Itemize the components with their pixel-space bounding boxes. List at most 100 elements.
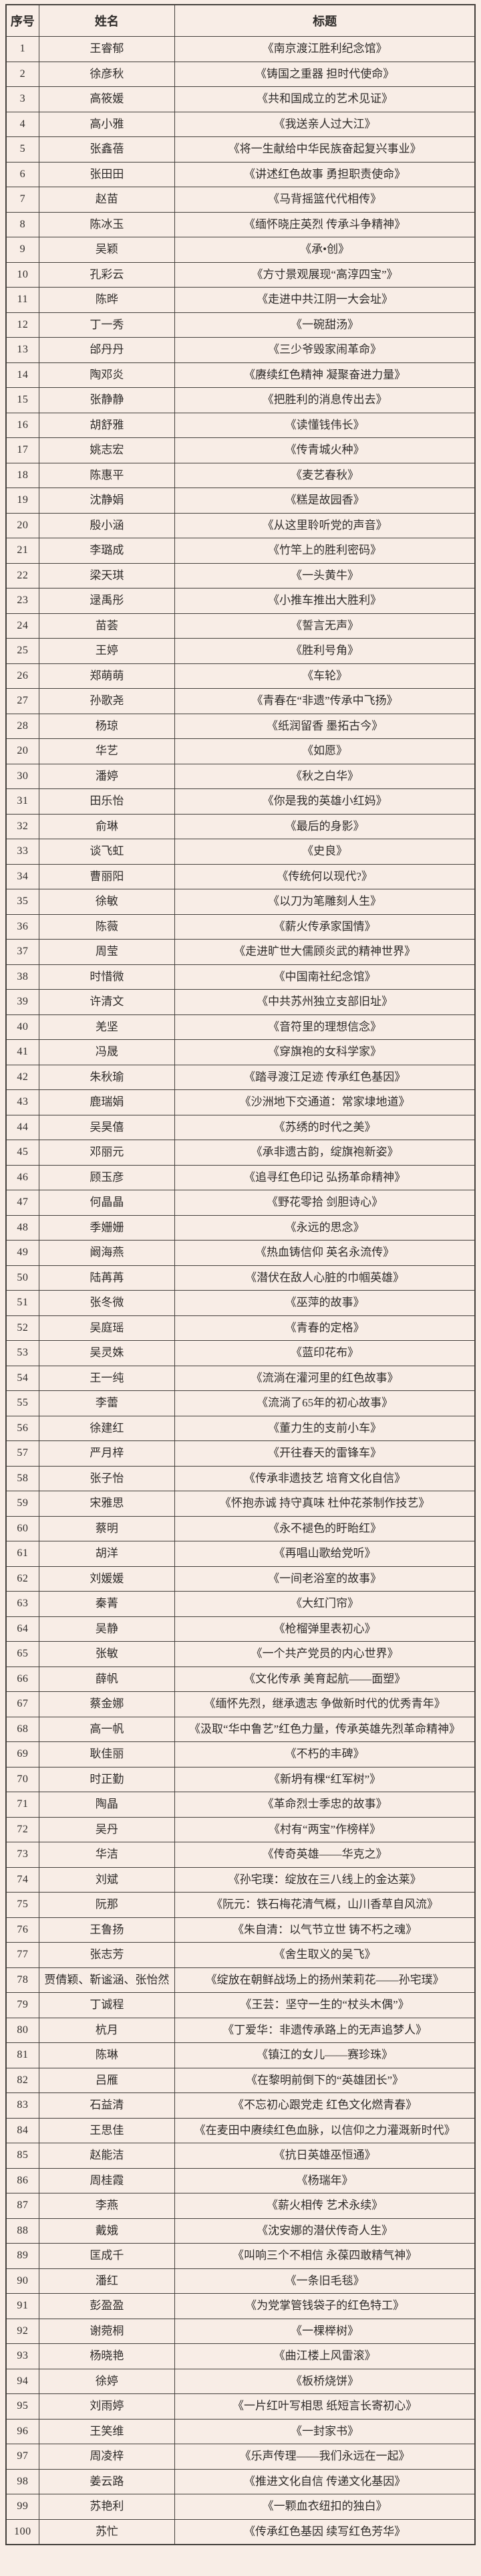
cell-name: 李蕾 <box>38 1390 176 1416</box>
cell-name: 徐婷 <box>38 2368 176 2394</box>
cell-title: 《薪火相传 艺术永续》 <box>174 2193 476 2219</box>
cell-name: 蔡金娜 <box>38 1691 176 1717</box>
cell-index: 8 <box>5 211 39 237</box>
table-row: 79 丁诚程 《王芸：坚守一生的“杖头木偶”》 <box>5 1992 476 2018</box>
cell-title: 《马背摇篮代代相传》 <box>174 187 476 213</box>
cell-index: 49 <box>5 1240 39 1266</box>
cell-name: 陈晔 <box>38 287 176 313</box>
cell-name: 阮那 <box>38 1892 176 1918</box>
cell-index: 18 <box>5 462 39 488</box>
cell-title: 《走进中共江阴一大会址》 <box>174 287 476 313</box>
table-row: 20 华艺 《如愿》 <box>5 738 476 764</box>
cell-index: 97 <box>5 2444 39 2470</box>
cell-name: 陈薇 <box>38 914 176 940</box>
cell-index: 38 <box>5 964 39 990</box>
cell-title: 《新坍有棵“红军树”》 <box>174 1766 476 1792</box>
cell-index: 92 <box>5 2318 39 2344</box>
cell-name: 周凌梓 <box>38 2444 176 2470</box>
table-row: 73 华洁 《传奇英雄——华克之》 <box>5 1842 476 1868</box>
table-row: 2 徐彦秋 《铸国之重器 担时代使命》 <box>5 61 476 87</box>
table-row: 82 吕雁 《在黎明前倒下的“英雄团长”》 <box>5 2067 476 2093</box>
results-table: 序号 姓名 标题 1 王睿郁 《南京渡江胜利纪念馆》 2 徐彦秋 《铸国之重器 担时代使命… <box>5 4 476 2545</box>
cell-title: 《传奇英雄——华克之》 <box>174 1842 476 1868</box>
cell-name: 陶晶 <box>38 1792 176 1818</box>
cell-title: 《不朽的丰碑》 <box>174 1741 476 1767</box>
cell-name: 匡成千 <box>38 2243 176 2269</box>
table-row: 85 赵能洁 《抗日英雄巫恒通》 <box>5 2143 476 2169</box>
cell-title: 《绽放在朝鲜战场上的扬州茉莉花——孙宅璞》 <box>174 1967 476 1993</box>
cell-index: 67 <box>5 1691 39 1717</box>
cell-name: 鹿瑞娟 <box>38 1089 176 1115</box>
cell-index: 66 <box>5 1666 39 1692</box>
table-row: 22 梁天琪 《一头黄牛》 <box>5 562 476 588</box>
cell-name: 吴昊僖 <box>38 1114 176 1140</box>
table-row: 92 谢菀桐 《一棵榉树》 <box>5 2318 476 2344</box>
table-row: 76 王鲁扬 《朱自清：以气节立世 铸不朽之魂》 <box>5 1917 476 1943</box>
cell-index: 75 <box>5 1892 39 1918</box>
table-row: 43 鹿瑞娟 《沙洲地下交通道：常家埭地道》 <box>5 1089 476 1115</box>
cell-index: 20 <box>5 512 39 538</box>
cell-title: 《走进旷世大儒顾炎武的精神世界》 <box>174 939 476 965</box>
cell-title: 《野花零拾 剑胆诗心》 <box>174 1190 476 1216</box>
cell-name: 殷小涵 <box>38 512 176 538</box>
cell-title: 《再唱山歌给党听》 <box>174 1541 476 1567</box>
cell-index: 12 <box>5 312 39 338</box>
table-row: 8 陈冰玉 《缅怀晓庄英烈 传承斗争精神》 <box>5 211 476 237</box>
cell-name: 姚志宏 <box>38 437 176 463</box>
cell-index: 100 <box>5 2518 39 2545</box>
table-row: 28 杨琼 《纸润留香 墨拓古今》 <box>5 713 476 739</box>
table-row: 72 吴丹 《村有“两宝”作榜样》 <box>5 1816 476 1842</box>
table-row: 45 邓丽元 《承非遗古韵，绽旗袍新姿》 <box>5 1140 476 1166</box>
cell-name: 陈琳 <box>38 2042 176 2068</box>
table-row: 16 胡舒雅 《读懂钱伟长》 <box>5 412 476 438</box>
cell-name: 邓丽元 <box>38 1140 176 1166</box>
table-row: 27 孙歌尧 《青春在“非遗”传承中飞扬》 <box>5 688 476 714</box>
cell-name: 丁一秀 <box>38 312 176 338</box>
table-row: 56 徐建红 《董力生的支前小车》 <box>5 1415 476 1441</box>
cell-index: 57 <box>5 1440 39 1467</box>
table-row: 38 时惜微 《中国南社纪念馆》 <box>5 964 476 990</box>
cell-index: 17 <box>5 437 39 463</box>
cell-name: 孙歌尧 <box>38 688 176 714</box>
cell-title: 《把胜利的消息传出去》 <box>174 387 476 413</box>
cell-title: 《一间老浴室的故事》 <box>174 1566 476 1592</box>
cell-title: 《誓言无声》 <box>174 613 476 639</box>
cell-index: 64 <box>5 1616 39 1642</box>
cell-name: 张静静 <box>38 387 176 413</box>
cell-title: 《文化传承 美育起航——面塑》 <box>174 1666 476 1692</box>
header-row: 序号 姓名 标题 <box>5 4 476 37</box>
cell-index: 16 <box>5 412 39 438</box>
table-row: 61 胡洋 《再唱山歌给党听》 <box>5 1541 476 1567</box>
table-row: 49 阚海燕 《热血铸信仰 英名永流传》 <box>5 1240 476 1266</box>
cell-name: 张敏 <box>38 1641 176 1667</box>
cell-title: 《秋之白华》 <box>174 763 476 789</box>
cell-title: 《传统何以现代?》 <box>174 863 476 889</box>
cell-title: 《王芸：坚守一生的“杖头木偶”》 <box>174 1992 476 2018</box>
cell-title: 《一碗甜汤》 <box>174 312 476 338</box>
cell-index: 50 <box>5 1265 39 1291</box>
table-row: 96 王笑维 《一封家书》 <box>5 2418 476 2444</box>
table-row: 50 陆苒苒 《潜伏在敌人心脏的巾帼英雄》 <box>5 1265 476 1291</box>
cell-index: 58 <box>5 1465 39 1491</box>
cell-title: 《如愿》 <box>174 738 476 764</box>
cell-title: 《一颗血衣纽扣的独白》 <box>174 2494 476 2520</box>
table-row: 46 顾玉彦 《追寻红色印记 弘扬革命精神》 <box>5 1164 476 1190</box>
cell-name: 李燕 <box>38 2193 176 2219</box>
cell-index: 36 <box>5 914 39 940</box>
cell-index: 79 <box>5 1992 39 2018</box>
table-row: 75 阮那 《阮元：铁石梅花清气概，山川香草自风流》 <box>5 1892 476 1918</box>
table-row: 6 张田田 《讲述红色故事 勇担职责使命》 <box>5 161 476 187</box>
table-row: 35 徐敏 《以刀为笔雕刻人生》 <box>5 889 476 915</box>
cell-title: 《传承红色基因 续写红色芳华》 <box>174 2518 476 2545</box>
cell-index: 30 <box>5 763 39 789</box>
cell-index: 2 <box>5 61 39 87</box>
table-row: 86 周桂霞 《杨瑞年》 <box>5 2167 476 2193</box>
cell-title: 《共和国成立的艺术见证》 <box>174 86 476 112</box>
cell-title: 《南京渡江胜利纪念馆》 <box>174 36 476 62</box>
cell-title: 《开往春天的雷锋车》 <box>174 1440 476 1467</box>
cell-title: 《沈安娜的潜伏传奇人生》 <box>174 2218 476 2244</box>
cell-index: 61 <box>5 1541 39 1567</box>
table-row: 40 羌坚 《音符里的理想信念》 <box>5 1014 476 1040</box>
cell-name: 吕雁 <box>38 2067 176 2093</box>
cell-name: 石益清 <box>38 2092 176 2119</box>
